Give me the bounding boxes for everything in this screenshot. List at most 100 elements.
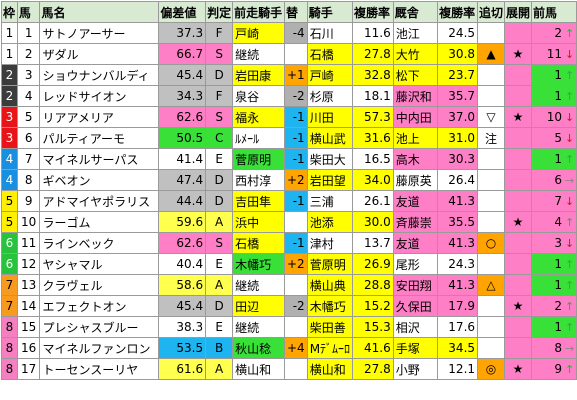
waku-cell[interactable]: 3 bbox=[1, 127, 18, 149]
header-pace[interactable]: 展開 bbox=[504, 1, 533, 23]
horse-number-cell[interactable]: 4 bbox=[16, 85, 41, 107]
judge-cell[interactable]: E bbox=[205, 253, 234, 275]
previous-jockey-cell[interactable]: 泉谷 bbox=[232, 85, 285, 107]
pace-cell[interactable] bbox=[504, 190, 533, 212]
stable-cell[interactable]: 藤沢和 bbox=[392, 85, 439, 107]
horse-number-cell[interactable]: 7 bbox=[16, 148, 41, 170]
jockey-cell[interactable]: 横山武 bbox=[306, 127, 354, 149]
previous-jockey-cell[interactable]: ﾙﾒｰﾙ bbox=[232, 127, 285, 149]
deviation-cell[interactable]: 58.6 bbox=[158, 274, 207, 296]
pace-cell[interactable] bbox=[504, 85, 533, 107]
popularity-cell[interactable]: 1 ↑ bbox=[531, 316, 577, 338]
jockey-change-cell[interactable]: +1 bbox=[283, 64, 308, 86]
horse-name-cell[interactable]: ラーゴム bbox=[39, 211, 160, 233]
deviation-cell[interactable]: 38.3 bbox=[158, 316, 207, 338]
deviation-cell[interactable]: 59.6 bbox=[158, 211, 207, 233]
jockey-change-cell[interactable]: +2 bbox=[283, 253, 308, 275]
pace-cell[interactable]: ★ bbox=[504, 295, 533, 317]
horse-number-cell[interactable]: 8 bbox=[16, 169, 41, 191]
jockey-cell[interactable]: 柴田善 bbox=[306, 316, 354, 338]
stable-rate-cell[interactable]: 30.3 bbox=[437, 148, 479, 170]
judge-cell[interactable]: F bbox=[205, 22, 234, 44]
jockey-rate-cell[interactable]: 32.8 bbox=[352, 64, 394, 86]
jockey-rate-cell[interactable]: 16.5 bbox=[352, 148, 394, 170]
jockey-change-cell[interactable]: -1 bbox=[283, 127, 308, 149]
stable-cell[interactable]: 手塚 bbox=[392, 337, 439, 359]
popularity-cell[interactable]: 2 ↑ bbox=[531, 22, 577, 44]
header-judge[interactable]: 判定 bbox=[205, 1, 234, 23]
pace-cell[interactable] bbox=[504, 22, 533, 44]
pace-cell[interactable]: ★ bbox=[504, 43, 533, 65]
workout-cell[interactable]: ○ bbox=[477, 232, 506, 254]
jockey-change-cell[interactable]: +4 bbox=[283, 337, 308, 359]
jockey-cell[interactable]: 戸崎 bbox=[306, 64, 354, 86]
previous-jockey-cell[interactable]: 横山和 bbox=[232, 358, 285, 380]
horse-name-cell[interactable]: ザダル bbox=[39, 43, 160, 65]
judge-cell[interactable]: C bbox=[205, 127, 234, 149]
waku-cell[interactable]: 1 bbox=[1, 43, 18, 65]
stable-rate-cell[interactable]: 24.5 bbox=[437, 22, 479, 44]
deviation-cell[interactable]: 53.5 bbox=[158, 337, 207, 359]
workout-cell[interactable] bbox=[477, 253, 506, 275]
pace-cell[interactable] bbox=[504, 274, 533, 296]
stable-cell[interactable]: 松下 bbox=[392, 64, 439, 86]
horse-name-cell[interactable]: ヤシャマル bbox=[39, 253, 160, 275]
stable-rate-cell[interactable]: 34.5 bbox=[437, 337, 479, 359]
jockey-rate-cell[interactable]: 18.1 bbox=[352, 85, 394, 107]
judge-cell[interactable]: A bbox=[205, 211, 234, 233]
pace-cell[interactable] bbox=[504, 232, 533, 254]
popularity-cell[interactable]: 2 ↑ bbox=[531, 295, 577, 317]
horse-number-cell[interactable]: 14 bbox=[16, 295, 41, 317]
jockey-cell[interactable]: 池添 bbox=[306, 211, 354, 233]
waku-cell[interactable]: 1 bbox=[1, 22, 18, 44]
header-jockey-rate[interactable]: 複勝率 bbox=[352, 1, 394, 23]
jockey-rate-cell[interactable]: 15.3 bbox=[352, 316, 394, 338]
previous-jockey-cell[interactable]: 戸崎 bbox=[232, 22, 285, 44]
deviation-cell[interactable]: 44.4 bbox=[158, 190, 207, 212]
header-num[interactable]: 馬 bbox=[16, 1, 41, 23]
pace-cell[interactable] bbox=[504, 127, 533, 149]
previous-jockey-cell[interactable]: 吉田隼 bbox=[232, 190, 285, 212]
deviation-cell[interactable]: 62.6 bbox=[158, 232, 207, 254]
jockey-cell[interactable]: 横山和 bbox=[306, 358, 354, 380]
jockey-change-cell[interactable]: -4 bbox=[283, 22, 308, 44]
workout-cell[interactable] bbox=[477, 190, 506, 212]
horse-number-cell[interactable]: 12 bbox=[16, 253, 41, 275]
jockey-change-cell[interactable]: +2 bbox=[283, 169, 308, 191]
waku-cell[interactable]: 6 bbox=[1, 232, 18, 254]
pace-cell[interactable] bbox=[504, 253, 533, 275]
jockey-change-cell[interactable] bbox=[283, 358, 308, 380]
stable-rate-cell[interactable]: 30.8 bbox=[437, 43, 479, 65]
judge-cell[interactable]: E bbox=[205, 316, 234, 338]
horse-number-cell[interactable]: 17 bbox=[16, 358, 41, 380]
horse-number-cell[interactable]: 6 bbox=[16, 127, 41, 149]
previous-jockey-cell[interactable]: 石橋 bbox=[232, 232, 285, 254]
workout-cell[interactable]: ▲ bbox=[477, 43, 506, 65]
stable-rate-cell[interactable]: 23.7 bbox=[437, 64, 479, 86]
header-workout[interactable]: 追切 bbox=[477, 1, 506, 23]
jockey-rate-cell[interactable]: 28.8 bbox=[352, 274, 394, 296]
header-stable-rate[interactable]: 複勝率 bbox=[437, 1, 479, 23]
horse-name-cell[interactable]: パルティアーモ bbox=[39, 127, 160, 149]
jockey-rate-cell[interactable]: 26.9 bbox=[352, 253, 394, 275]
horse-name-cell[interactable]: エフェクトオン bbox=[39, 295, 160, 317]
popularity-cell[interactable]: 10 ↓ bbox=[531, 106, 577, 128]
popularity-cell[interactable]: 1 ↑ bbox=[531, 274, 577, 296]
jockey-cell[interactable]: 津村 bbox=[306, 232, 354, 254]
popularity-cell[interactable]: 3 ↓ bbox=[531, 232, 577, 254]
stable-cell[interactable]: 尾形 bbox=[392, 253, 439, 275]
jockey-rate-cell[interactable]: 26.1 bbox=[352, 190, 394, 212]
pace-cell[interactable] bbox=[504, 64, 533, 86]
header-jockey[interactable]: 騎手 bbox=[306, 1, 354, 23]
workout-cell[interactable]: △ bbox=[477, 274, 506, 296]
stable-cell[interactable]: 友道 bbox=[392, 232, 439, 254]
judge-cell[interactable]: F bbox=[205, 85, 234, 107]
horse-name-cell[interactable]: ギベオン bbox=[39, 169, 160, 191]
judge-cell[interactable]: E bbox=[205, 148, 234, 170]
deviation-cell[interactable]: 34.3 bbox=[158, 85, 207, 107]
deviation-cell[interactable]: 40.4 bbox=[158, 253, 207, 275]
judge-cell[interactable]: S bbox=[205, 43, 234, 65]
stable-rate-cell[interactable]: 26.4 bbox=[437, 169, 479, 191]
jockey-cell[interactable]: 岩田望 bbox=[306, 169, 354, 191]
horse-number-cell[interactable]: 10 bbox=[16, 211, 41, 233]
